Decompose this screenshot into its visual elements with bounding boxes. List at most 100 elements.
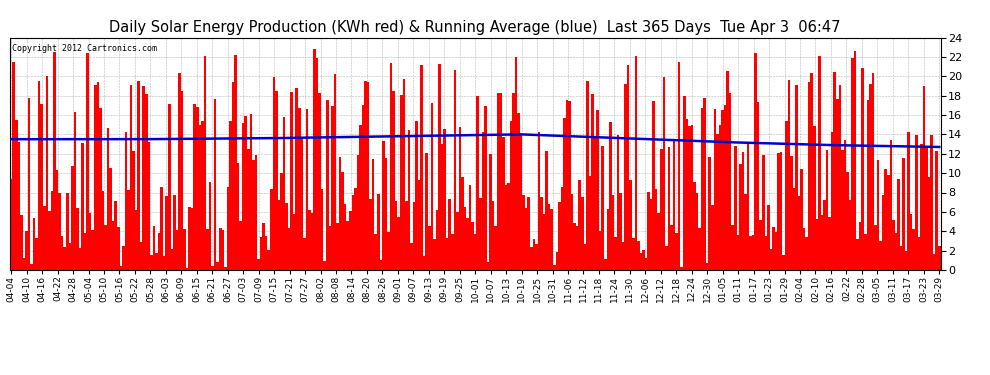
- Bar: [652, 101, 655, 270]
- Bar: [237, 163, 240, 270]
- Bar: [84, 233, 86, 270]
- Bar: [793, 188, 795, 270]
- Bar: [102, 191, 104, 270]
- Bar: [839, 85, 842, 270]
- Bar: [724, 105, 727, 270]
- Bar: [612, 195, 614, 270]
- Bar: [655, 189, 657, 270]
- Bar: [895, 234, 897, 270]
- Bar: [115, 201, 117, 270]
- Bar: [219, 228, 222, 270]
- Bar: [408, 130, 410, 270]
- Bar: [609, 122, 612, 270]
- Bar: [737, 235, 740, 270]
- Bar: [252, 160, 254, 270]
- Bar: [649, 200, 652, 270]
- Bar: [884, 170, 887, 270]
- Bar: [933, 254, 936, 270]
- Bar: [657, 213, 660, 270]
- Bar: [356, 156, 359, 270]
- Bar: [453, 70, 456, 270]
- Title: Daily Solar Energy Production (KWh red) & Running Average (blue)  Last 365 Days : Daily Solar Energy Production (KWh red) …: [110, 20, 841, 35]
- Bar: [719, 125, 722, 270]
- Bar: [871, 72, 874, 270]
- Bar: [331, 106, 334, 270]
- Bar: [576, 225, 578, 270]
- Bar: [133, 151, 135, 270]
- Bar: [199, 124, 201, 270]
- Bar: [727, 71, 729, 270]
- Bar: [746, 144, 749, 270]
- Bar: [38, 81, 41, 270]
- Bar: [283, 117, 285, 270]
- Bar: [104, 225, 107, 270]
- Bar: [354, 188, 356, 270]
- Bar: [848, 200, 851, 270]
- Bar: [99, 108, 102, 270]
- Bar: [405, 201, 408, 270]
- Bar: [413, 202, 415, 270]
- Bar: [787, 80, 790, 270]
- Bar: [625, 84, 627, 270]
- Bar: [536, 244, 538, 270]
- Bar: [474, 234, 476, 270]
- Bar: [846, 172, 848, 270]
- Bar: [204, 56, 206, 270]
- Bar: [55, 170, 58, 270]
- Bar: [423, 256, 426, 270]
- Bar: [229, 121, 232, 270]
- Bar: [68, 243, 71, 270]
- Bar: [415, 121, 418, 270]
- Bar: [777, 153, 780, 270]
- Bar: [186, 268, 188, 270]
- Bar: [856, 238, 859, 270]
- Bar: [900, 246, 902, 270]
- Bar: [326, 100, 329, 270]
- Bar: [377, 194, 379, 270]
- Bar: [107, 128, 109, 270]
- Bar: [936, 151, 938, 270]
- Bar: [751, 235, 754, 270]
- Bar: [364, 81, 367, 270]
- Bar: [798, 196, 800, 270]
- Bar: [41, 104, 43, 270]
- Bar: [829, 217, 831, 270]
- Bar: [913, 230, 915, 270]
- Bar: [249, 114, 252, 270]
- Bar: [908, 132, 910, 270]
- Bar: [479, 198, 481, 270]
- Bar: [512, 93, 515, 270]
- Bar: [145, 94, 148, 270]
- Bar: [877, 160, 879, 270]
- Bar: [515, 57, 517, 270]
- Bar: [716, 134, 719, 270]
- Bar: [163, 256, 165, 270]
- Bar: [155, 253, 157, 270]
- Bar: [879, 242, 882, 270]
- Bar: [790, 156, 793, 270]
- Bar: [722, 110, 724, 270]
- Bar: [558, 202, 560, 270]
- Bar: [507, 183, 510, 270]
- Bar: [742, 152, 744, 270]
- Bar: [466, 218, 469, 270]
- Bar: [211, 266, 214, 270]
- Bar: [701, 108, 703, 270]
- Bar: [344, 204, 346, 270]
- Bar: [58, 193, 61, 270]
- Bar: [25, 231, 28, 270]
- Bar: [734, 146, 737, 270]
- Bar: [10, 179, 13, 270]
- Bar: [851, 58, 853, 270]
- Bar: [117, 227, 120, 270]
- Bar: [869, 84, 871, 270]
- Bar: [20, 215, 23, 270]
- Bar: [94, 85, 97, 270]
- Bar: [494, 226, 497, 270]
- Bar: [892, 220, 895, 270]
- Bar: [86, 53, 89, 270]
- Bar: [458, 127, 461, 270]
- Bar: [227, 188, 229, 270]
- Bar: [18, 142, 20, 270]
- Bar: [923, 86, 926, 270]
